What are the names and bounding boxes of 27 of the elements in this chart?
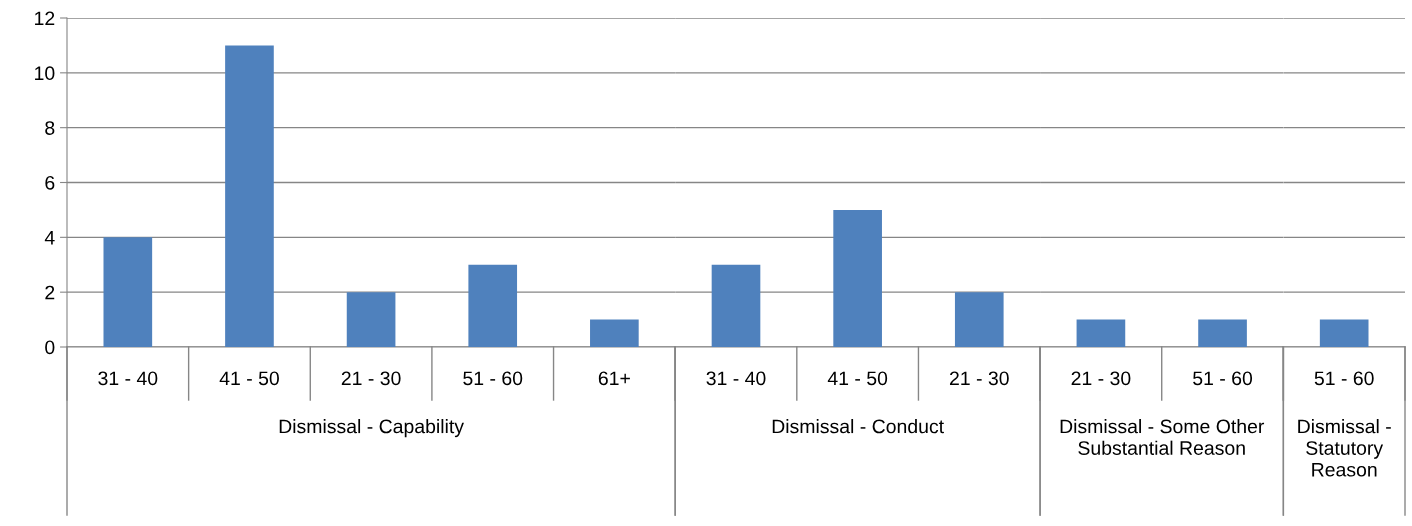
x-tick-label: 21 - 30 bbox=[341, 371, 401, 386]
bar bbox=[346, 292, 396, 347]
x-tick-label: 61+ bbox=[598, 371, 630, 386]
x-axis-title: Dismissal - Conduct bbox=[772, 419, 944, 434]
bar bbox=[103, 237, 153, 347]
bar bbox=[225, 45, 274, 347]
y-tick-label: 4 bbox=[44, 231, 55, 245]
bar bbox=[590, 319, 639, 347]
y-tick-label: 12 bbox=[35, 11, 55, 26]
x-tick-label: 21 - 30 bbox=[949, 371, 1009, 386]
x-tick-label: 21 - 30 bbox=[1071, 371, 1131, 386]
x-tick-label: 41 - 50 bbox=[827, 371, 888, 386]
x-tick-label: 41 - 50 bbox=[219, 371, 279, 386]
x-tick-label: 31 - 40 bbox=[706, 371, 766, 386]
x-axis-title: Dismissal - Capability bbox=[279, 419, 464, 438]
x-tick-label: 31 - 40 bbox=[98, 371, 158, 386]
y-tick-label: 0 bbox=[45, 340, 55, 355]
y-tick-label: 8 bbox=[45, 121, 55, 135]
x-axis-title: Dismissal - Statutory Reason bbox=[1298, 419, 1391, 477]
bar bbox=[468, 264, 518, 347]
y-tick-label: 2 bbox=[45, 285, 55, 300]
y-tick-label: 6 bbox=[45, 175, 55, 190]
x-axis-title: Dismissal - Some Other Substantial Reason bbox=[1060, 419, 1265, 455]
x-tick-label: 51 - 60 bbox=[1193, 371, 1253, 386]
x-tick-label: 51 - 60 bbox=[463, 371, 523, 386]
x-tick-label: 51 - 60 bbox=[1314, 371, 1374, 386]
y-tick-label: 10 bbox=[35, 66, 55, 81]
